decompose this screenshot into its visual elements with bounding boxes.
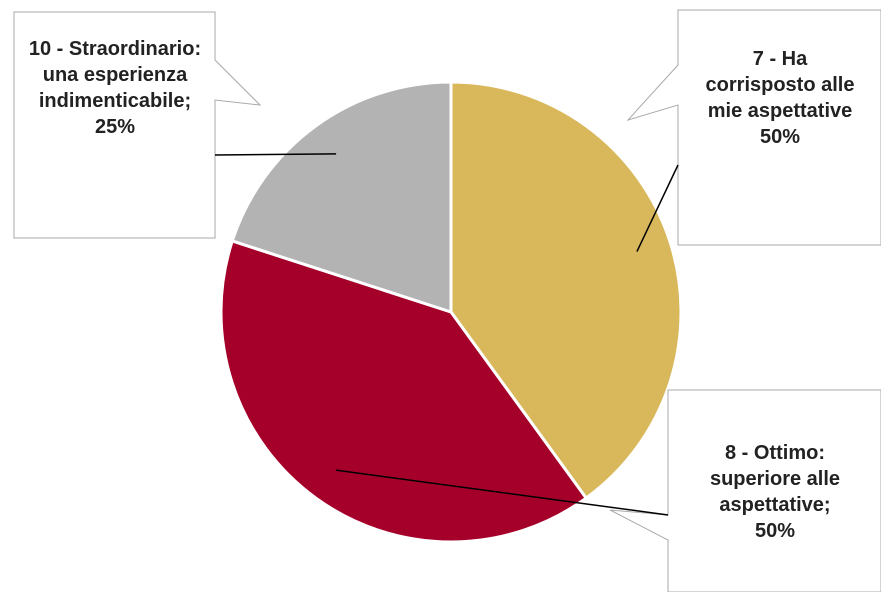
value-label: 50% [754,520,796,542]
callout-box [626,9,881,246]
leader-line [214,153,337,156]
value-label: 25% [94,116,136,138]
category-label: 7 - Ha corrisposto alle mie aspettative [705,48,855,122]
leader-line [335,469,669,516]
value-label: 50% [759,126,801,148]
leader-line [636,164,679,252]
data-label: 8 - Ottimo: superiore alle aspettative; … [680,440,870,544]
pie-slice [219,239,589,544]
data-label: 10 - Straordinario: una esperienza indim… [18,36,212,140]
category-label: 8 - Ottimo: superiore alle aspettative; [709,442,841,516]
pie-slice [230,80,453,315]
pie-slice [449,80,683,501]
category-label: 10 - Straordinario: una esperienza indim… [28,38,202,112]
callout-box [13,11,262,239]
data-label: 7 - Ha corrisposto alle mie aspettative … [700,46,860,150]
